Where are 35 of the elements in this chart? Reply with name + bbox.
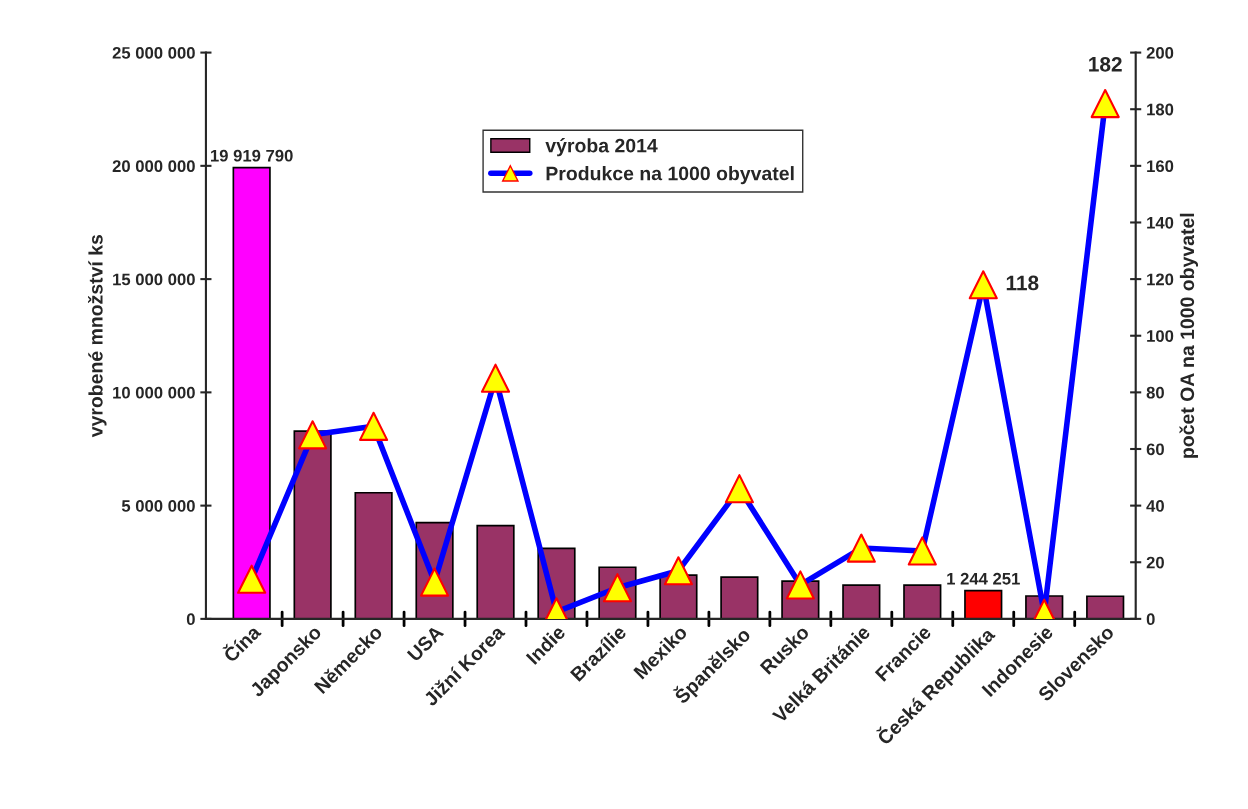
data-label: 182 (1089, 56, 1122, 72)
y-tick-label: 25 000 000 (112, 46, 195, 59)
y-tick-label: 10 000 000 (113, 386, 195, 399)
bar (293, 430, 332, 619)
data-label: 118 (1006, 275, 1039, 291)
y-tick-label: 0 (186, 613, 195, 626)
y-tick-label: 5 000 000 (121, 500, 195, 512)
bar (964, 589, 1003, 619)
y2-tick-label: 0 (1146, 613, 1155, 626)
legend-label: Produkce na 1000 obyvatel (546, 166, 794, 185)
data-label: 19 919 790 (210, 149, 293, 162)
y2-tick-label: 20 (1146, 556, 1164, 569)
bar (354, 491, 393, 619)
bar (720, 576, 759, 619)
bar (903, 584, 942, 619)
y2-tick-label: 180 (1147, 103, 1174, 116)
legend-label: výroba 2014 (545, 138, 658, 157)
y-axis-title: vyrobené množství ks (87, 234, 107, 438)
data-label: 1 244 251 (947, 572, 1020, 585)
y-tick-label: 15 000 000 (113, 273, 195, 286)
y2-tick-label: 120 (1147, 273, 1174, 286)
y2-tick-label: 140 (1147, 216, 1174, 229)
x-tick-label: USA (406, 624, 445, 663)
bar (232, 166, 271, 619)
y2-tick-label: 80 (1146, 386, 1164, 399)
y2-tick-label: 200 (1146, 46, 1174, 59)
y2-tick-label: 60 (1146, 443, 1164, 456)
y2-tick-label: 160 (1147, 160, 1174, 173)
y-tick-label: 20 000 000 (112, 160, 195, 173)
y2-tick-label: 100 (1147, 330, 1174, 342)
y2-tick-label: 40 (1146, 500, 1164, 512)
y2-axis-title: počet OA na 1000 obyvatel (1179, 213, 1199, 458)
bar (842, 584, 881, 619)
bar (1086, 595, 1125, 619)
bar (476, 524, 515, 619)
